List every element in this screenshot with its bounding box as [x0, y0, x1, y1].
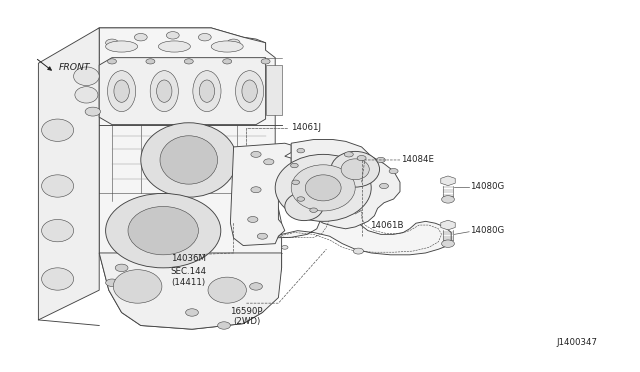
Text: 14084E: 14084E	[401, 155, 435, 164]
Circle shape	[223, 59, 232, 64]
Circle shape	[344, 152, 353, 157]
Circle shape	[261, 59, 270, 64]
Circle shape	[106, 39, 118, 46]
Ellipse shape	[128, 206, 198, 255]
Circle shape	[292, 180, 300, 185]
Circle shape	[198, 33, 211, 41]
Ellipse shape	[42, 268, 74, 290]
Text: 14036M: 14036M	[172, 254, 206, 263]
Ellipse shape	[150, 71, 179, 112]
Circle shape	[248, 217, 258, 222]
Ellipse shape	[106, 193, 221, 268]
Circle shape	[442, 196, 454, 203]
Polygon shape	[99, 58, 266, 125]
Polygon shape	[77, 28, 266, 58]
Circle shape	[251, 187, 261, 193]
Circle shape	[376, 157, 385, 163]
Circle shape	[297, 197, 305, 201]
Circle shape	[146, 59, 155, 64]
Text: J1400347: J1400347	[557, 338, 598, 347]
Circle shape	[257, 233, 268, 239]
Text: 14061B: 14061B	[370, 221, 403, 230]
Circle shape	[166, 32, 179, 39]
Circle shape	[218, 322, 230, 329]
Circle shape	[106, 279, 118, 286]
Ellipse shape	[74, 67, 99, 86]
Text: 14080G: 14080G	[470, 226, 505, 235]
Circle shape	[184, 59, 193, 64]
Text: 16590P
(2WD): 16590P (2WD)	[230, 307, 262, 326]
Ellipse shape	[106, 41, 138, 52]
Circle shape	[115, 264, 128, 272]
Ellipse shape	[275, 154, 371, 221]
Ellipse shape	[158, 41, 191, 52]
Circle shape	[85, 107, 100, 116]
Circle shape	[380, 183, 388, 189]
Polygon shape	[99, 28, 282, 329]
Ellipse shape	[242, 80, 257, 102]
Text: SEC.144
(14411): SEC.144 (14411)	[171, 267, 207, 287]
Ellipse shape	[341, 159, 369, 180]
Circle shape	[291, 163, 298, 168]
Ellipse shape	[75, 87, 98, 103]
Ellipse shape	[113, 270, 162, 303]
Ellipse shape	[42, 119, 74, 141]
Circle shape	[282, 246, 288, 249]
Ellipse shape	[42, 219, 74, 242]
Polygon shape	[266, 65, 282, 115]
Circle shape	[108, 59, 116, 64]
Circle shape	[264, 159, 274, 165]
Polygon shape	[38, 28, 99, 320]
Ellipse shape	[157, 80, 172, 102]
Ellipse shape	[141, 123, 237, 197]
Ellipse shape	[211, 41, 243, 52]
Ellipse shape	[305, 175, 341, 201]
Ellipse shape	[42, 175, 74, 197]
Circle shape	[227, 39, 240, 46]
Circle shape	[353, 248, 364, 254]
Polygon shape	[230, 143, 291, 246]
Ellipse shape	[114, 80, 129, 102]
Circle shape	[297, 148, 305, 153]
Circle shape	[442, 240, 454, 247]
Ellipse shape	[291, 165, 355, 211]
Ellipse shape	[208, 277, 246, 303]
Circle shape	[251, 151, 261, 157]
Ellipse shape	[199, 80, 214, 102]
Ellipse shape	[236, 71, 264, 112]
Circle shape	[134, 33, 147, 41]
Ellipse shape	[285, 192, 323, 221]
Circle shape	[310, 208, 317, 212]
Circle shape	[389, 169, 398, 174]
Polygon shape	[266, 206, 451, 255]
Circle shape	[250, 283, 262, 290]
Ellipse shape	[160, 136, 218, 184]
Ellipse shape	[108, 71, 136, 112]
Polygon shape	[99, 253, 282, 329]
Polygon shape	[291, 140, 400, 229]
Circle shape	[357, 155, 366, 161]
Ellipse shape	[331, 151, 380, 187]
Text: 14080G: 14080G	[470, 182, 505, 191]
Circle shape	[186, 309, 198, 316]
Text: FRONT: FRONT	[59, 63, 90, 72]
Ellipse shape	[193, 71, 221, 112]
Text: 14061J: 14061J	[291, 123, 321, 132]
